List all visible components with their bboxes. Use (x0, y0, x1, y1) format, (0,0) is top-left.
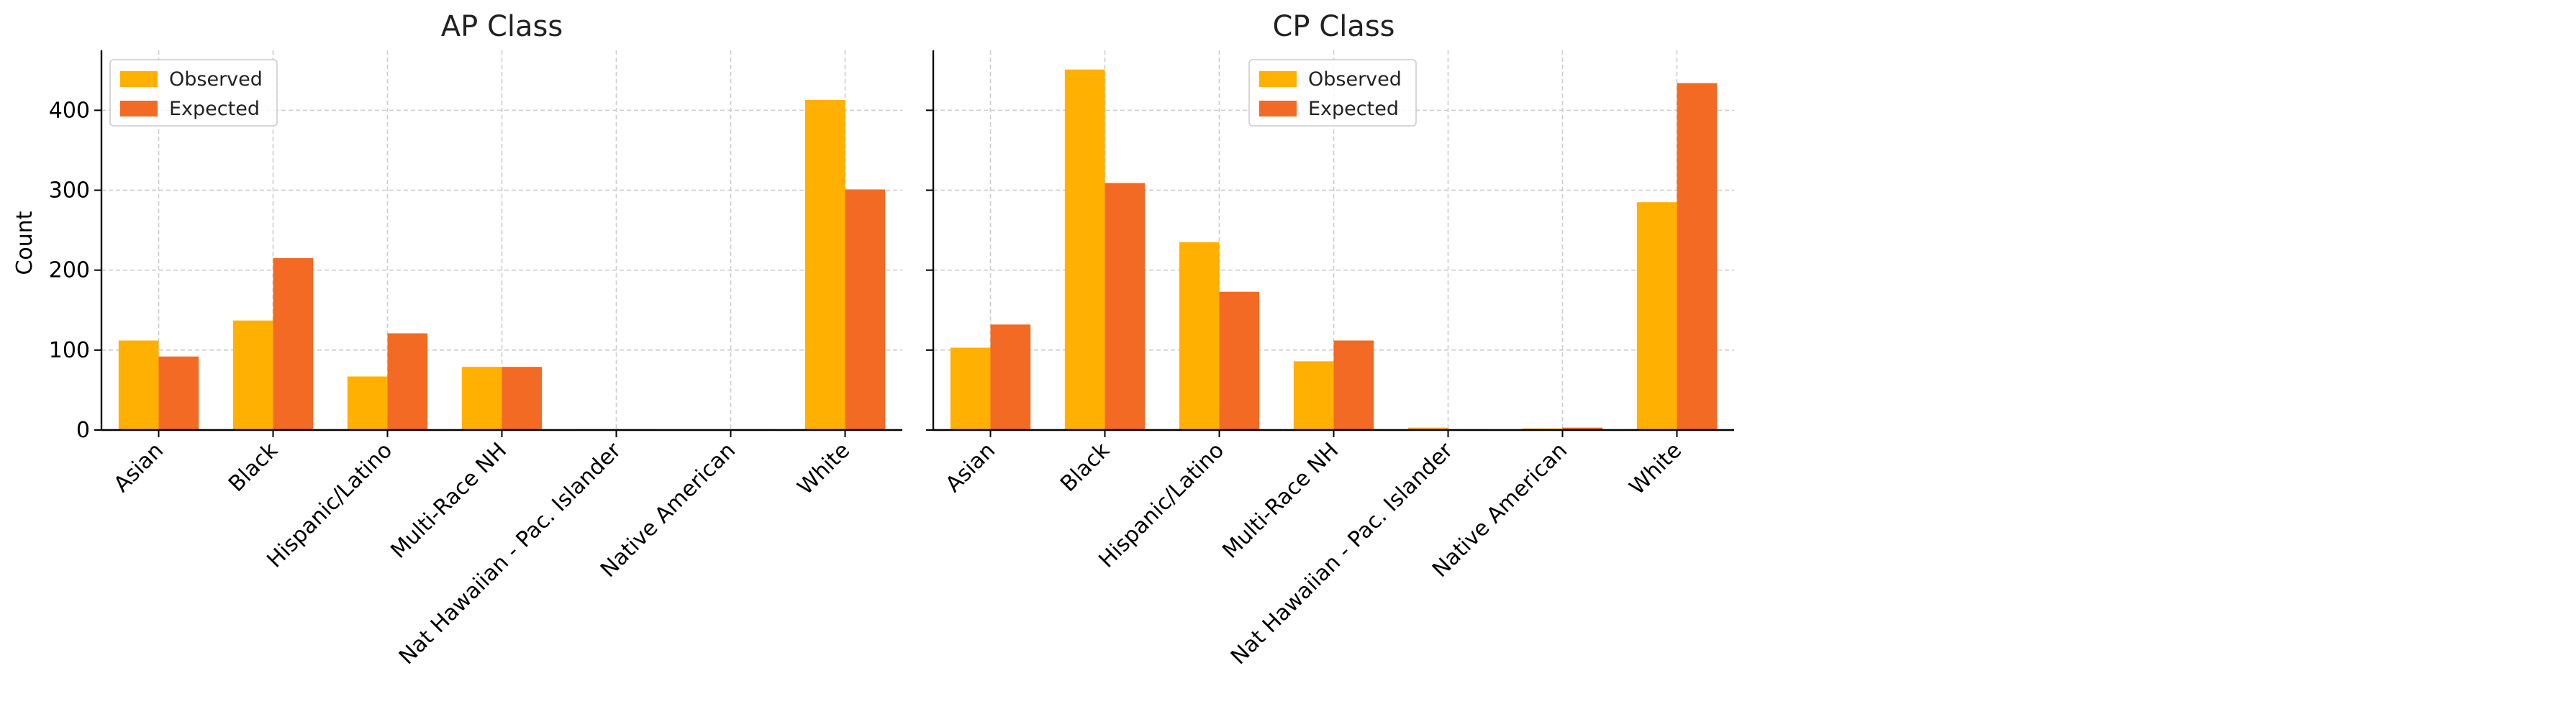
y-tick-label: 200 (49, 258, 90, 283)
x-tick-label: White (1625, 438, 1687, 500)
legend-swatch-observed (1259, 71, 1297, 87)
legend-swatch-observed (120, 71, 158, 87)
bar-observed (950, 347, 991, 430)
bar-expected (387, 333, 428, 430)
x-tick-label: Black (1056, 437, 1115, 497)
x-tick-label: Hispanic/Latino (1094, 438, 1229, 573)
x-tick-label: White (793, 438, 855, 500)
bar-observed (232, 320, 273, 430)
legend-swatch-expected (120, 101, 158, 116)
x-tick-label: Hispanic/Latino (262, 438, 397, 573)
bar-expected (845, 189, 886, 430)
y-tick-label: 0 (76, 418, 90, 443)
legend-swatch-expected (1259, 101, 1297, 116)
legend-label-expected: Expected (1308, 98, 1399, 120)
y-tick-label: 100 (49, 338, 90, 363)
bar-observed (347, 376, 388, 430)
x-tick-label: Black (224, 437, 284, 497)
chart-title: CP Class (1273, 10, 1395, 43)
bar-observed (1407, 427, 1448, 430)
bar-expected (990, 324, 1031, 430)
chart-title: AP Class (441, 10, 563, 43)
bar-expected (1677, 83, 1718, 430)
x-tick-label: Nat Hawaiian - Pac. Islander (394, 437, 627, 669)
y-tick-label: 300 (49, 178, 90, 204)
bar-observed (1064, 69, 1105, 431)
x-tick-label: Asian (109, 438, 169, 498)
legend-label-observed: Observed (169, 68, 263, 91)
bar-expected (158, 356, 199, 430)
bar-expected (1219, 291, 1260, 430)
bar-observed (804, 99, 845, 430)
bar-observed (461, 367, 502, 430)
legend-label-expected: Expected (169, 98, 260, 120)
bar-observed (1636, 202, 1677, 430)
bar-observed (1293, 361, 1334, 430)
y-tick-label: 400 (49, 98, 90, 123)
x-tick-label: Asian (941, 438, 1001, 498)
bar-expected (502, 367, 543, 430)
x-tick-label: Nat Hawaiian - Pac. Islander (1226, 437, 1459, 669)
ap-class-panel: 0 100 200 300 400 Asian BlackHispanic/LatinoMu… (49, 10, 902, 669)
y-axis-label: Count (12, 211, 37, 275)
x-tick-label: Multi-Race NH (1217, 438, 1343, 564)
bar-expected (1105, 183, 1146, 431)
bar-expected (1333, 340, 1374, 430)
bar-observed (118, 340, 159, 430)
x-tick-label: Multi-Race NH (386, 438, 512, 564)
legend-label-observed: Observed (1308, 68, 1402, 91)
bar-expected (1562, 427, 1603, 430)
bar-observed (1179, 242, 1220, 430)
bar-expected (273, 258, 314, 430)
legend: Observed Expected (109, 59, 278, 127)
legend: Observed Expected (1248, 59, 1417, 127)
